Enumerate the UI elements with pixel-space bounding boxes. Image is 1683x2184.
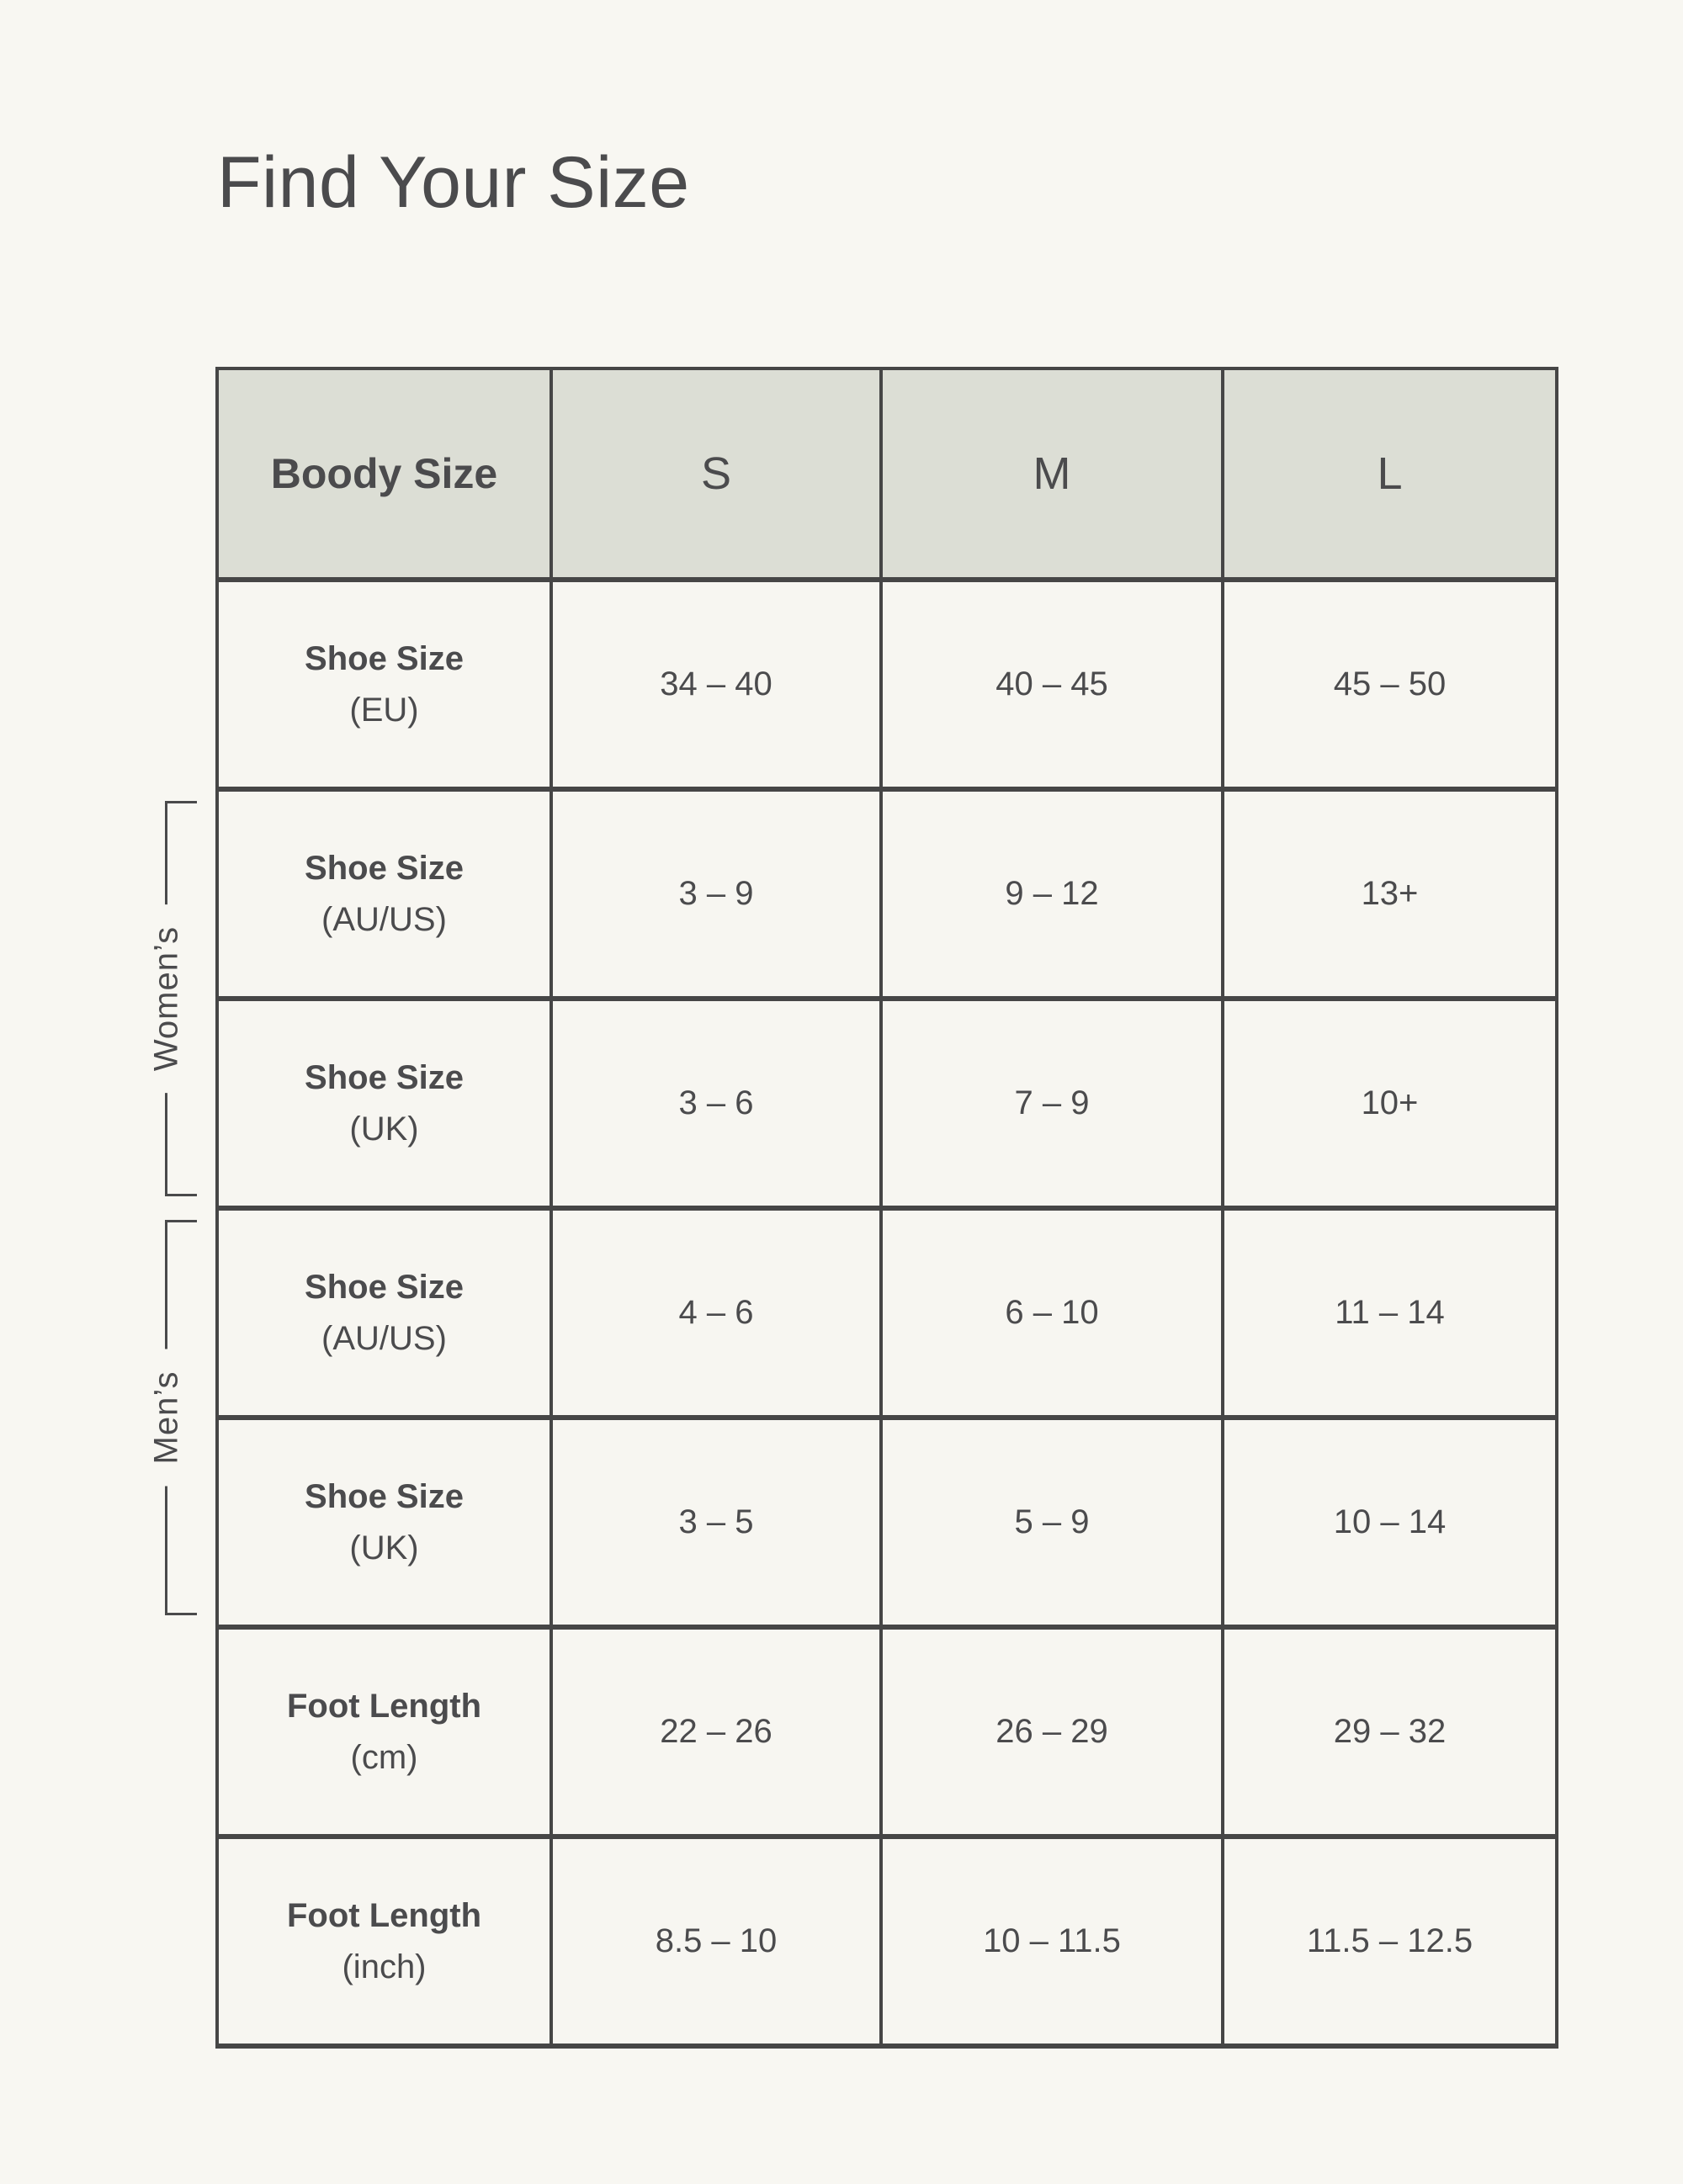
size-cell-m: 40 – 45 bbox=[879, 577, 1224, 792]
row-header: Shoe Size (UK) bbox=[215, 1415, 553, 1630]
row-label-sub: (AU/US) bbox=[321, 1319, 447, 1357]
row-label-sub: (inch) bbox=[342, 1948, 427, 1985]
size-cell-l: 45 – 50 bbox=[1221, 577, 1558, 792]
table-row: Shoe Size (EU) 34 – 40 40 – 45 45 – 50 bbox=[215, 577, 1558, 792]
size-cell-s: 3 – 9 bbox=[549, 787, 883, 1001]
size-cell-m: 5 – 9 bbox=[879, 1415, 1224, 1630]
row-header: Shoe Size (AU/US) bbox=[215, 1206, 553, 1420]
row-label-sub: (EU) bbox=[349, 691, 419, 729]
size-cell-l: 13+ bbox=[1221, 787, 1558, 1001]
size-cell-s: 4 – 6 bbox=[549, 1206, 883, 1420]
size-cell-m: 26 – 29 bbox=[879, 1625, 1224, 1839]
size-cell-m: 10 – 11.5 bbox=[879, 1834, 1224, 2049]
page-title: Find Your Size bbox=[217, 142, 690, 223]
size-cell-m: 7 – 9 bbox=[879, 996, 1224, 1211]
table-header-row: Boody Size S M L bbox=[215, 367, 1558, 582]
size-cell-l: 11 – 14 bbox=[1221, 1206, 1558, 1420]
table-row: Shoe Size (AU/US) 4 – 6 6 – 10 11 – 14 bbox=[215, 1206, 1558, 1420]
size-cell-l: 11.5 – 12.5 bbox=[1221, 1834, 1558, 2049]
row-label-sub: (UK) bbox=[349, 1529, 419, 1566]
size-cell-s: 3 – 6 bbox=[549, 996, 883, 1211]
table-row: Foot Length (cm) 22 – 26 26 – 29 29 – 32 bbox=[215, 1625, 1558, 1839]
row-header: Shoe Size (EU) bbox=[215, 577, 553, 792]
row-header: Shoe Size (AU/US) bbox=[215, 787, 553, 1001]
size-cell-l: 10+ bbox=[1221, 996, 1558, 1211]
womens-group-bracket: Women’s bbox=[147, 801, 197, 1196]
table-row: Shoe Size (AU/US) 3 – 9 9 – 12 13+ bbox=[215, 787, 1558, 1001]
header-size-l: L bbox=[1221, 367, 1558, 582]
size-cell-s: 22 – 26 bbox=[549, 1625, 883, 1839]
row-label-main: Shoe Size bbox=[305, 849, 464, 887]
womens-group-label: Women’s bbox=[147, 904, 186, 1094]
row-label-main: Shoe Size bbox=[305, 639, 464, 677]
size-cell-m: 9 – 12 bbox=[879, 787, 1224, 1001]
header-size-s: S bbox=[549, 367, 883, 582]
row-header: Shoe Size (UK) bbox=[215, 996, 553, 1211]
table-row: Shoe Size (UK) 3 – 6 7 – 9 10+ bbox=[215, 996, 1558, 1211]
size-chart-table: Boody Size S M L Shoe Size (EU) 34 – 40 … bbox=[215, 367, 1558, 2049]
row-label-main: Foot Length bbox=[286, 1687, 482, 1725]
size-cell-s: 34 – 40 bbox=[549, 577, 883, 792]
row-label-sub: (AU/US) bbox=[321, 900, 447, 938]
row-label-main: Shoe Size bbox=[305, 1058, 464, 1096]
table-row: Foot Length (inch) 8.5 – 10 10 – 11.5 11… bbox=[215, 1834, 1558, 2049]
mens-group-bracket: Men’s bbox=[147, 1220, 197, 1615]
row-label-main: Shoe Size bbox=[305, 1477, 464, 1515]
size-cell-l: 29 – 32 bbox=[1221, 1625, 1558, 1839]
row-header: Foot Length (inch) bbox=[215, 1834, 553, 2049]
header-boody-size: Boody Size bbox=[215, 367, 553, 582]
row-label-main: Foot Length bbox=[286, 1896, 482, 1934]
row-header: Foot Length (cm) bbox=[215, 1625, 553, 1839]
mens-group-label: Men’s bbox=[147, 1349, 186, 1487]
table-row: Shoe Size (UK) 3 – 5 5 – 9 10 – 14 bbox=[215, 1415, 1558, 1630]
header-size-m: M bbox=[879, 367, 1224, 582]
row-label-sub: (cm) bbox=[350, 1738, 418, 1776]
row-label-sub: (UK) bbox=[349, 1110, 419, 1148]
size-cell-s: 8.5 – 10 bbox=[549, 1834, 883, 2049]
size-cell-l: 10 – 14 bbox=[1221, 1415, 1558, 1630]
size-cell-s: 3 – 5 bbox=[549, 1415, 883, 1630]
size-cell-m: 6 – 10 bbox=[879, 1206, 1224, 1420]
row-label-main: Shoe Size bbox=[305, 1268, 464, 1306]
